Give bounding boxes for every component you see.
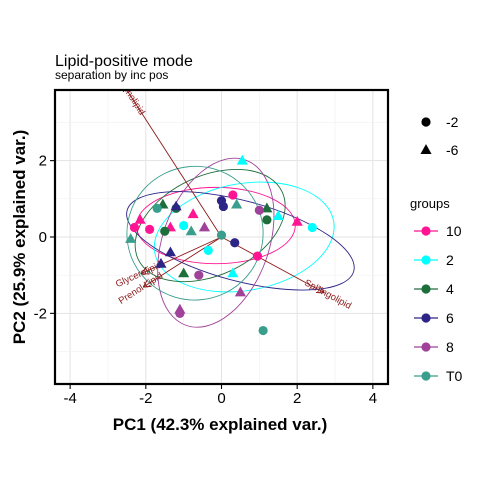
- y-tick-label: 2: [39, 153, 47, 170]
- x-axis-label: PC1 (42.3% explained var.): [113, 415, 328, 434]
- legend-shape-label: -6: [446, 142, 459, 158]
- legend-shape-circle: [421, 117, 431, 127]
- point-circle: [228, 190, 238, 200]
- loading-arrow: [144, 236, 222, 287]
- loading-arrow: [123, 90, 222, 238]
- point-circle: [252, 251, 263, 261]
- ellipse-group-T0: [126, 165, 264, 301]
- loading-arrow: [142, 236, 222, 273]
- legend-color-swatch: [421, 342, 431, 352]
- point-circle: [258, 325, 268, 336]
- point-triangle: [261, 202, 273, 213]
- x-tick-label: -2: [139, 390, 152, 407]
- legend-color-swatch: [421, 284, 431, 294]
- point-triangle: [125, 233, 137, 243]
- ellipse-group-6: [126, 191, 355, 291]
- legend-color-swatch: [421, 371, 431, 381]
- point-triangle: [164, 246, 176, 257]
- point-triangle: [185, 225, 197, 236]
- legend-shape-label: -2: [446, 114, 459, 130]
- legend-color-label: 4: [446, 281, 454, 297]
- point-circle: [129, 222, 140, 233]
- legend-color-label: 6: [446, 310, 454, 326]
- point-triangle: [291, 215, 303, 226]
- x-tick-label: 2: [293, 390, 301, 407]
- point-triangle: [187, 208, 199, 219]
- legend-color-label: T0: [446, 368, 463, 384]
- legend-shape-triangle: [420, 144, 432, 154]
- y-tick-label: -2: [34, 305, 47, 322]
- axes: -4 -2 0 2 4 -2 0 2: [34, 153, 377, 407]
- point-circle: [216, 230, 227, 240]
- legend-color-label: 2: [446, 252, 454, 268]
- point-circle: [307, 222, 317, 233]
- point-triangle: [231, 198, 243, 209]
- point-triangle: [236, 154, 248, 165]
- loading-arrow: [221, 236, 324, 292]
- point-circle: [230, 238, 240, 248]
- y-axis-label: PC2 (25.9% explained var.): [10, 130, 29, 345]
- point-triangle: [170, 200, 182, 211]
- point-circle: [175, 308, 185, 318]
- point-triangle: [227, 267, 239, 278]
- legend-color-label: 10: [446, 223, 462, 239]
- point-triangle: [234, 286, 246, 297]
- point-triangle: [155, 257, 167, 268]
- x-tick-label: 0: [217, 390, 225, 407]
- point-triangle: [198, 221, 211, 232]
- point-circle: [179, 220, 189, 231]
- x-tick-label: -4: [63, 390, 76, 407]
- point-circle: [218, 201, 228, 212]
- legend-color-swatch: [421, 226, 431, 236]
- point-circle: [203, 245, 213, 255]
- legend-color-swatch: [421, 313, 431, 323]
- ellipse-group-2: [153, 181, 335, 293]
- point-circle: [194, 270, 204, 280]
- y-tick-label: 0: [39, 229, 47, 246]
- point-circle: [152, 203, 162, 213]
- legend-color-label: 8: [446, 339, 454, 355]
- chart-subtitle: separation by inc pos: [55, 68, 168, 82]
- legend-color-swatch: [421, 255, 431, 265]
- point-circle: [254, 205, 264, 215]
- chart-title: Lipid-positive mode: [55, 53, 193, 70]
- legend: -2 -6 groups 10 2 4 6 8 T0: [410, 114, 463, 384]
- point-circle: [145, 224, 155, 234]
- point-triangle: [134, 213, 146, 224]
- x-tick-label: 4: [369, 390, 377, 407]
- legend-color-title: groups: [410, 196, 450, 211]
- point-triangle: [272, 210, 284, 220]
- point-circle: [160, 226, 170, 236]
- points: [125, 154, 317, 336]
- point-circle: [262, 215, 272, 225]
- point-triangle: [178, 267, 190, 278]
